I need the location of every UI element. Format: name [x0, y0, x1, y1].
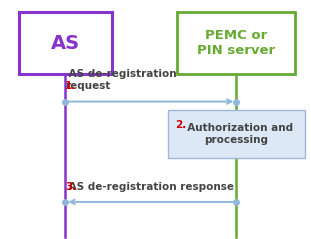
Text: Authorization and
processing: Authorization and processing	[180, 123, 293, 145]
Text: AS de-registration response: AS de-registration response	[65, 182, 234, 192]
Text: 2.: 2.	[175, 120, 186, 130]
Text: PEMC or
PIN server: PEMC or PIN server	[197, 29, 276, 57]
FancyBboxPatch shape	[168, 110, 305, 158]
Text: 3.: 3.	[65, 182, 77, 192]
Text: 1.: 1.	[65, 81, 77, 91]
FancyBboxPatch shape	[177, 12, 295, 74]
Text: AS de-registration
request: AS de-registration request	[65, 69, 177, 91]
FancyBboxPatch shape	[19, 12, 112, 74]
Text: AS: AS	[51, 33, 80, 53]
